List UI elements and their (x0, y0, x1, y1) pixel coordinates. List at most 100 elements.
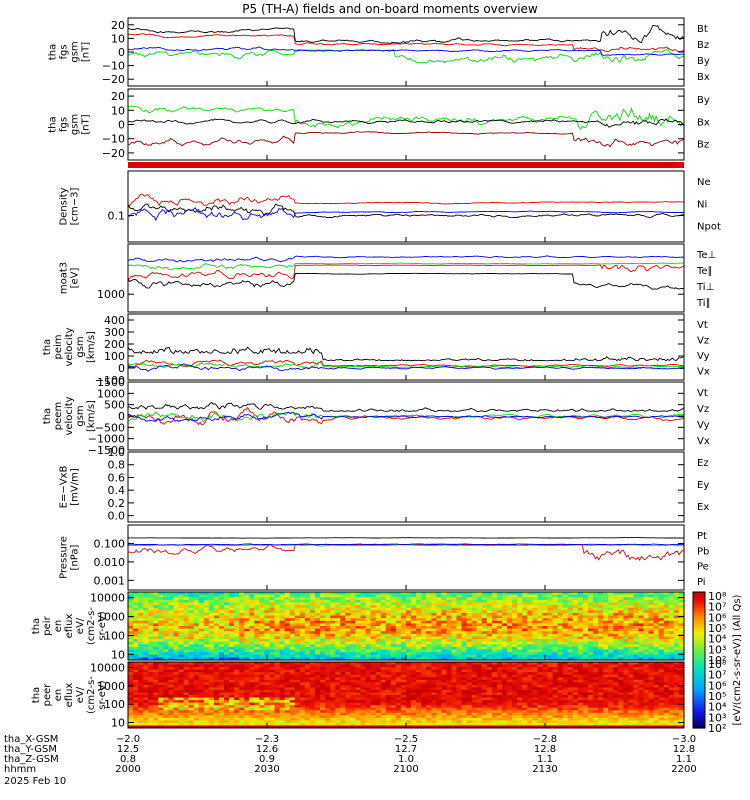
spectro-cell (658, 607, 665, 611)
spectro-cell (406, 620, 412, 624)
spectro-cell (582, 652, 589, 656)
spectro-cell (486, 599, 493, 604)
spectro-cell (284, 674, 291, 678)
spectro-cell (395, 669, 402, 673)
spectro-cell (406, 607, 412, 611)
spectro-cell (138, 615, 144, 619)
spectro-cell (441, 657, 448, 660)
spectro-cell (239, 684, 245, 688)
spectro-cell (406, 631, 412, 635)
spectro-cell (304, 641, 311, 645)
spectro-cell (279, 641, 286, 645)
spectro-cell (628, 649, 635, 653)
spectro-cell (289, 657, 296, 660)
spectro-cell (224, 636, 230, 640)
spectro-cell (213, 657, 220, 660)
spectro-cell (284, 672, 291, 676)
spectro-cell (653, 602, 660, 606)
spectro-cell (461, 725, 468, 728)
spectro-cell (173, 684, 180, 688)
spectro-cell (138, 602, 144, 606)
spectro-cell (572, 644, 579, 648)
spectro-cell (380, 641, 387, 645)
spectro-cell (476, 674, 483, 678)
spectro-cell (486, 649, 493, 653)
spectro-cell (335, 679, 341, 683)
spectro-cell (678, 639, 684, 643)
spectro-cell (330, 623, 336, 627)
spectro-cell (653, 620, 660, 624)
spectro-cell (421, 672, 427, 676)
spectro-cell (411, 594, 417, 598)
spectro-cell (648, 649, 655, 653)
spectro-cell (512, 594, 518, 598)
spectro-cell (512, 626, 518, 630)
spectro-cell (406, 626, 412, 630)
spectro-cell (168, 652, 175, 656)
spectro-cell (451, 674, 458, 678)
spectro-cell (128, 669, 134, 673)
series-line-Bx (128, 46, 684, 56)
spectro-cell (380, 592, 387, 596)
spectro-cell (461, 641, 468, 645)
y-axis-label: Pressure (59, 536, 70, 579)
spectro-cell (421, 618, 427, 622)
spectro-cell (304, 628, 311, 632)
spectro-cell (279, 644, 286, 648)
spectro-cell (547, 602, 554, 606)
spectro-cell (173, 689, 180, 694)
spectro-cell (436, 639, 442, 643)
spectro-cell (304, 667, 311, 671)
spectro-cell (486, 712, 493, 716)
spectro-cell (603, 623, 609, 627)
spectro-cell (173, 639, 180, 643)
spectro-cell (158, 633, 164, 638)
spectro-cell (421, 677, 427, 681)
spectro-cell (234, 707, 240, 711)
spectro-cell (218, 633, 225, 638)
spectro-cell (294, 597, 301, 601)
spectro-cell (254, 672, 261, 676)
spectro-cell (633, 612, 640, 617)
spectro-cell (421, 717, 427, 721)
spectro-cell (395, 628, 402, 632)
spectro-cell (426, 599, 432, 604)
spectro-cell (421, 644, 427, 648)
spectro-cell (183, 615, 190, 619)
spectro-cell (335, 674, 341, 678)
spectro-cell (390, 672, 397, 676)
spectro-cell (234, 715, 240, 719)
spectro-cell (148, 722, 154, 727)
spectro-cell (320, 652, 326, 656)
spectro-cell (234, 592, 240, 596)
spectro-cell (406, 612, 412, 617)
spectro-cell (411, 707, 417, 711)
spectro-cell (587, 607, 594, 611)
spectro-cell (577, 636, 584, 640)
spectro-cell (527, 597, 533, 601)
spectro-cell (340, 654, 346, 658)
spectro-cell (128, 631, 134, 635)
spectro-cell (461, 712, 468, 716)
spectro-cell (138, 717, 144, 721)
spectro-cell (567, 652, 574, 656)
spectro-cell (224, 620, 230, 624)
tick-label: −10 (102, 60, 125, 73)
spectro-cell (395, 717, 402, 721)
spectro-cell (451, 594, 458, 598)
spectro-cell (496, 615, 503, 619)
spectro-cell (517, 652, 523, 656)
spectro-cell (269, 717, 276, 721)
spectro-cell (557, 610, 564, 614)
spectro-cell (168, 620, 175, 624)
spectro-cell (289, 615, 296, 619)
spectro-cell (350, 636, 357, 640)
spectro-cell (517, 644, 523, 648)
spectro-cell (284, 597, 291, 601)
spectro-cell (163, 594, 170, 598)
spectro-cell (218, 605, 225, 609)
spectro-cell (173, 623, 180, 627)
spectro-cell (259, 649, 266, 653)
spectro-cell (441, 602, 448, 606)
spectro-cell (426, 662, 432, 666)
